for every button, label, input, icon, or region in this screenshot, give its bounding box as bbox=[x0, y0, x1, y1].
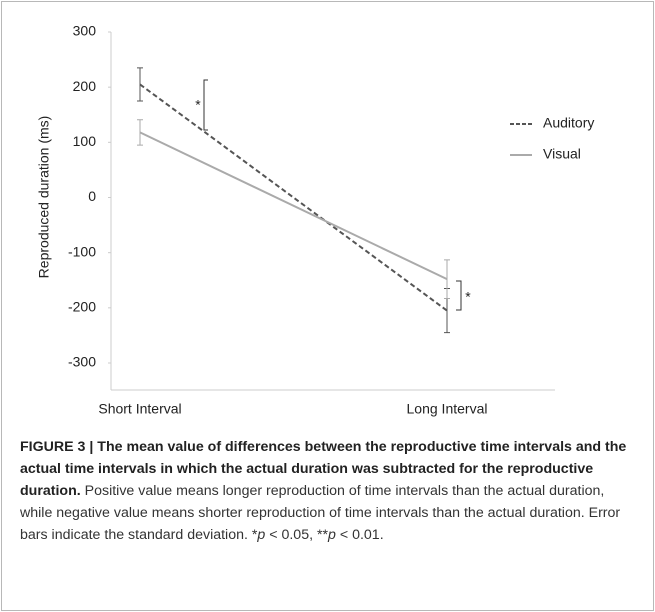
y-tick-label: -200 bbox=[68, 299, 96, 315]
y-tick-label: 200 bbox=[73, 78, 97, 94]
error-bar bbox=[444, 259, 450, 299]
x-tick-label: Long Interval bbox=[407, 401, 488, 417]
y-tick-label: -100 bbox=[68, 243, 96, 259]
caption-text: < 0.05, ** bbox=[265, 527, 329, 543]
caption-text: < 0.01. bbox=[335, 527, 384, 543]
significance-bracket bbox=[203, 79, 208, 131]
y-tick-label: 0 bbox=[88, 188, 96, 204]
legend-label: Auditory bbox=[543, 115, 594, 131]
error-bar bbox=[137, 119, 143, 146]
caption-text: Positive value means longer reproduction… bbox=[20, 483, 621, 543]
annotation: * bbox=[465, 289, 471, 305]
caption-text: p bbox=[328, 527, 336, 543]
annotation: * bbox=[195, 97, 201, 113]
error-bar bbox=[137, 67, 143, 102]
chart: Reproduced duration (ms) * * 300 200 100 0 -… bbox=[36, 23, 595, 417]
y-tick-label: -300 bbox=[68, 354, 96, 370]
legend-label: Visual bbox=[543, 146, 581, 162]
caption-title: FIGURE 3 | The mean value of differences… bbox=[20, 439, 627, 499]
x-tick-label: Short Interval bbox=[98, 401, 181, 417]
caption: FIGURE 3 | The mean value of differences… bbox=[20, 436, 640, 546]
caption-text: p bbox=[257, 527, 266, 543]
series-line bbox=[139, 131, 448, 281]
caption-body: Positive value means longer reproduction… bbox=[20, 483, 620, 543]
y-tick-label: 300 bbox=[73, 23, 97, 39]
y-axis-label: Reproduced duration (ms) bbox=[36, 116, 52, 279]
series-line bbox=[139, 83, 448, 312]
significance-bracket bbox=[456, 280, 462, 311]
y-tick-label: 100 bbox=[73, 133, 97, 149]
